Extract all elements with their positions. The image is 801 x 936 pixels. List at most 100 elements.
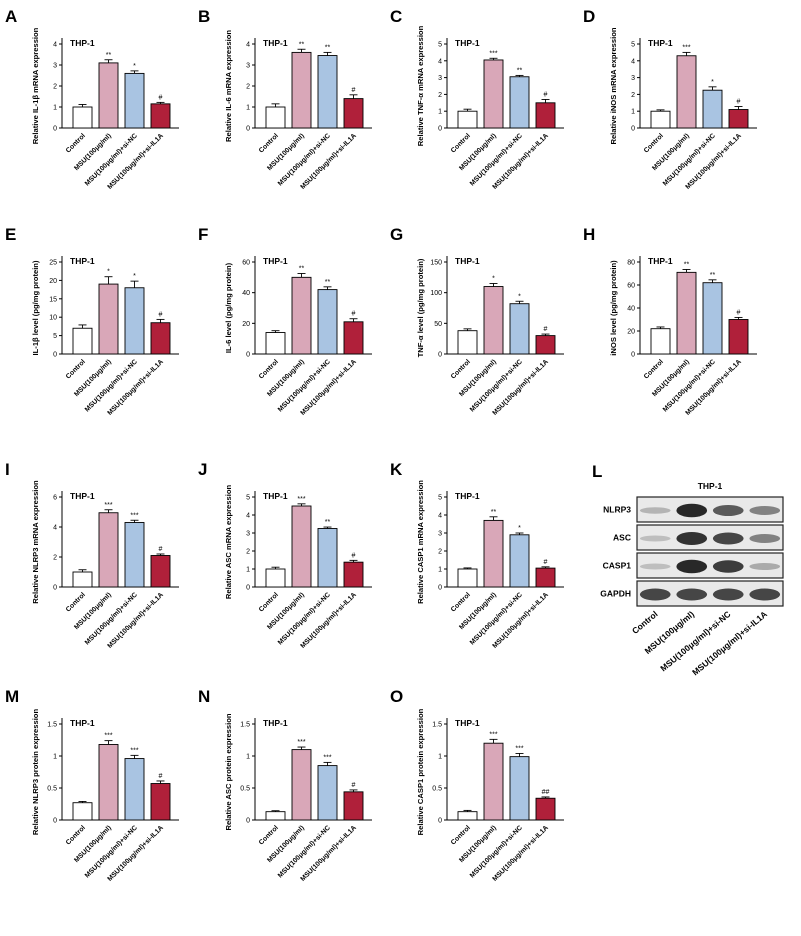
chart-i-category-label: Control bbox=[65, 591, 87, 613]
chart-g-bar bbox=[457, 330, 478, 355]
chart-b-category-label: MSU(100μg/ml)+si-IL1A bbox=[299, 132, 358, 191]
chart-b-ytick-label: 2 bbox=[246, 84, 250, 91]
chart-g-bar bbox=[483, 286, 504, 355]
chart-i-ytick-label: 2 bbox=[53, 555, 57, 562]
blot-band bbox=[749, 506, 781, 515]
chart-b-title: THP-1 bbox=[263, 38, 288, 48]
chart-o-category-label: Control bbox=[450, 824, 472, 846]
chart-h-ytick-label: 80 bbox=[627, 260, 635, 267]
chart-c-significance: ** bbox=[517, 67, 523, 74]
chart-h-ytick-label: 40 bbox=[627, 306, 635, 313]
chart-o-ytick-label: 1 bbox=[438, 754, 442, 761]
chart-k-bar bbox=[509, 534, 530, 588]
chart-h-bar bbox=[702, 282, 723, 355]
chart-d-ytick-label: 3 bbox=[631, 75, 635, 82]
chart-d-ytick-label: 2 bbox=[631, 92, 635, 99]
chart-h-bar bbox=[650, 328, 671, 355]
chart-f-bar bbox=[343, 321, 364, 355]
blot-band bbox=[676, 532, 708, 545]
panel-letter-n: N bbox=[198, 687, 210, 706]
chart-c-ytick-label: 1 bbox=[438, 109, 442, 116]
chart-c-bar bbox=[535, 102, 556, 129]
chart-f-significance: # bbox=[352, 311, 356, 318]
chart-g-category-label: Control bbox=[450, 358, 472, 380]
chart-h-bar bbox=[728, 319, 749, 355]
chart-k-significance: # bbox=[544, 559, 548, 566]
chart-j-category-label: MSU(100μg/ml)+si-NC bbox=[277, 591, 332, 646]
chart-f-bar bbox=[317, 289, 338, 355]
chart-e-ytick-label: 0 bbox=[53, 352, 57, 359]
chart-f-category-label: MSU(100μg/ml)+si-IL1A bbox=[299, 358, 358, 417]
chart-m-ytick-label: 0.5 bbox=[47, 786, 57, 793]
chart-c-ytick-label: 5 bbox=[438, 42, 442, 49]
chart-e-ytick-label: 15 bbox=[49, 296, 57, 303]
chart-j-ytick-label: 1 bbox=[246, 567, 250, 574]
chart-d-ytick-label: 5 bbox=[631, 42, 635, 49]
chart-o-significance: *** bbox=[515, 745, 523, 752]
chart-d-significance: * bbox=[711, 79, 714, 86]
chart-g-significance: * bbox=[518, 293, 521, 300]
chart-b-bar bbox=[291, 51, 312, 129]
chart-d-category-label: MSU(100μg/ml)+si-IL1A bbox=[684, 132, 743, 191]
chart-j-bar bbox=[291, 505, 312, 588]
chart-e-category-label: Control bbox=[65, 358, 87, 380]
chart-k-ytick-label: 3 bbox=[438, 531, 442, 538]
chart-b-category-label: MSU(100μg/ml)+si-NC bbox=[277, 132, 332, 187]
blot-band bbox=[676, 503, 708, 518]
panel-letter-b: B bbox=[198, 7, 210, 26]
chart-i-bar bbox=[72, 571, 93, 588]
chart-c-category-label: Control bbox=[450, 132, 472, 154]
chart-n-ytick-label: 0.5 bbox=[240, 786, 250, 793]
chart-e-bar bbox=[124, 287, 145, 355]
chart-n-category-label: MSU(100μg/ml)+si-IL1A bbox=[299, 824, 358, 883]
chart-a-ytick-label: 4 bbox=[53, 42, 57, 49]
chart-a-category-label: Control bbox=[65, 132, 87, 154]
panel-letter-o: O bbox=[390, 687, 403, 706]
chart-n-title: THP-1 bbox=[263, 718, 288, 728]
blot-title: THP-1 bbox=[698, 481, 723, 491]
chart-h-significance: ** bbox=[684, 261, 690, 268]
chart-h-bar bbox=[676, 271, 697, 355]
chart-f-ytick-label: 20 bbox=[242, 321, 250, 328]
chart-j-significance: # bbox=[352, 552, 356, 559]
chart-o-ytick-label: 0 bbox=[438, 818, 442, 825]
chart-b-significance: # bbox=[352, 87, 356, 94]
chart-e-bar bbox=[98, 283, 119, 355]
chart-c-title: THP-1 bbox=[455, 38, 480, 48]
blot-lane-label: MSU(100μg/ml)+si-NC bbox=[658, 609, 732, 674]
chart-m-significance: *** bbox=[130, 747, 138, 754]
chart-n-bar bbox=[265, 811, 286, 821]
blot-band bbox=[712, 505, 744, 516]
chart-a-category-label: MSU(100μg/ml)+si-NC bbox=[84, 132, 139, 187]
panel-letter-h: H bbox=[583, 225, 595, 244]
chart-k-title: THP-1 bbox=[455, 491, 480, 501]
chart-a-ytick-label: 0 bbox=[53, 126, 57, 133]
chart-d-bar bbox=[728, 109, 749, 129]
chart-b-category-label: Control bbox=[258, 132, 280, 154]
chart-m-bar bbox=[98, 744, 119, 821]
chart-o-category-label: MSU(100μg/ml)+si-IL1A bbox=[491, 824, 550, 883]
chart-c-significance: # bbox=[544, 91, 548, 98]
chart-j-ylabel: Relative ASC mRNA expression bbox=[224, 485, 233, 600]
chart-n-ytick-label: 1.5 bbox=[240, 722, 250, 729]
chart-a-bar bbox=[98, 62, 119, 129]
chart-f-bar bbox=[265, 332, 286, 355]
chart-o-title: THP-1 bbox=[455, 718, 480, 728]
chart-e-category-label: MSU(100μg/ml)+si-NC bbox=[84, 358, 139, 413]
chart-d-ytick-label: 1 bbox=[631, 109, 635, 116]
chart-g-significance: # bbox=[544, 326, 548, 333]
chart-g-significance: * bbox=[492, 275, 495, 282]
chart-h-ytick-label: 60 bbox=[627, 283, 635, 290]
chart-b-ytick-label: 3 bbox=[246, 63, 250, 70]
blot-band bbox=[639, 507, 671, 514]
chart-m-category-label: Control bbox=[65, 824, 87, 846]
chart-e-ytick-label: 25 bbox=[49, 260, 57, 267]
chart-a-bar bbox=[150, 103, 171, 129]
chart-i-bar bbox=[98, 512, 119, 588]
chart-o-bar bbox=[483, 742, 504, 821]
chart-b-bar bbox=[317, 55, 338, 129]
chart-n-significance: *** bbox=[297, 739, 305, 746]
chart-j-ytick-label: 3 bbox=[246, 531, 250, 538]
chart-h-significance: ** bbox=[710, 272, 716, 279]
